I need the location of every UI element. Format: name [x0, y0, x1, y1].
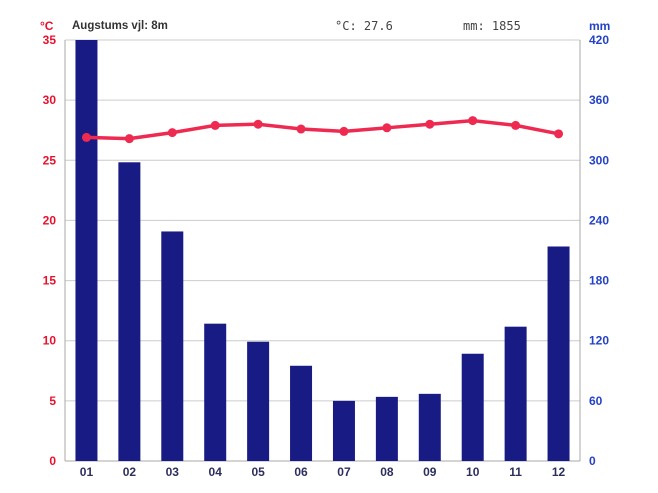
month-label: 04 — [209, 465, 223, 479]
annual-precipitation-label: mm: 1855 — [463, 19, 521, 33]
left-axis-tick-label: 0 — [49, 454, 56, 468]
precipitation-bar — [204, 323, 227, 461]
right-axis-tick-label: 180 — [589, 274, 609, 288]
precipitation-bar — [375, 396, 398, 461]
temperature-line — [84, 118, 561, 141]
left-axis-tick-label: 25 — [43, 153, 57, 167]
month-label: 07 — [337, 465, 351, 479]
right-axis-tick-label: 120 — [589, 334, 609, 348]
temperature-point — [81, 132, 91, 142]
left-axis-tick-label: 15 — [43, 274, 57, 288]
left-axis-tick-label: 20 — [43, 213, 57, 227]
left-axis-tick-label: 10 — [43, 334, 57, 348]
right-axis-unit-label: mm — [589, 19, 611, 33]
temperature-point — [339, 126, 349, 136]
month-label: 01 — [80, 465, 94, 479]
temperature-point — [382, 123, 392, 133]
right-axis-tick-label: 300 — [589, 153, 609, 167]
month-label: 06 — [294, 465, 308, 479]
left-axis-tick-label: 5 — [49, 394, 56, 408]
temperature-point — [425, 119, 435, 129]
month-label: 08 — [380, 465, 394, 479]
month-label: 05 — [251, 465, 265, 479]
temperature-point — [468, 116, 478, 126]
right-axis-tick-label: 360 — [589, 93, 609, 107]
month-label: 10 — [466, 465, 480, 479]
left-axis-tick-label: 35 — [43, 33, 57, 47]
left-axis-tick-label: 30 — [43, 93, 57, 107]
station-elevation-label: Augstums vjl: 8m — [72, 20, 168, 32]
month-label: 11 — [509, 465, 522, 479]
month-label: 12 — [552, 465, 566, 479]
precipitation-bar — [504, 326, 527, 461]
precipitation-bar — [290, 365, 313, 461]
temperature-point — [167, 128, 177, 138]
precipitation-bar — [75, 40, 98, 461]
month-label: 09 — [423, 465, 437, 479]
precipitation-bar — [418, 393, 441, 461]
month-label: 03 — [166, 465, 180, 479]
temperature-point — [511, 120, 521, 130]
precipitation-bar — [161, 231, 184, 461]
left-axis-unit-label: °C — [40, 19, 54, 33]
temperature-point — [210, 120, 220, 130]
precipitation-bar — [547, 246, 570, 461]
temperature-point — [124, 134, 134, 144]
temperature-point — [296, 124, 306, 134]
temperature-point — [554, 129, 564, 139]
month-label: 02 — [123, 465, 137, 479]
right-axis-tick-label: 0 — [589, 454, 596, 468]
right-axis-tick-label: 60 — [589, 394, 603, 408]
precipitation-bar — [332, 400, 355, 461]
precipitation-bar — [461, 353, 484, 461]
temperature-point — [253, 119, 263, 129]
right-axis-tick-label: 240 — [589, 213, 609, 227]
average-temperature-label: °C: 27.6 — [335, 19, 393, 33]
precipitation-bar — [247, 341, 270, 461]
right-axis-tick-label: 420 — [589, 33, 609, 47]
precipitation-bar — [118, 162, 141, 462]
